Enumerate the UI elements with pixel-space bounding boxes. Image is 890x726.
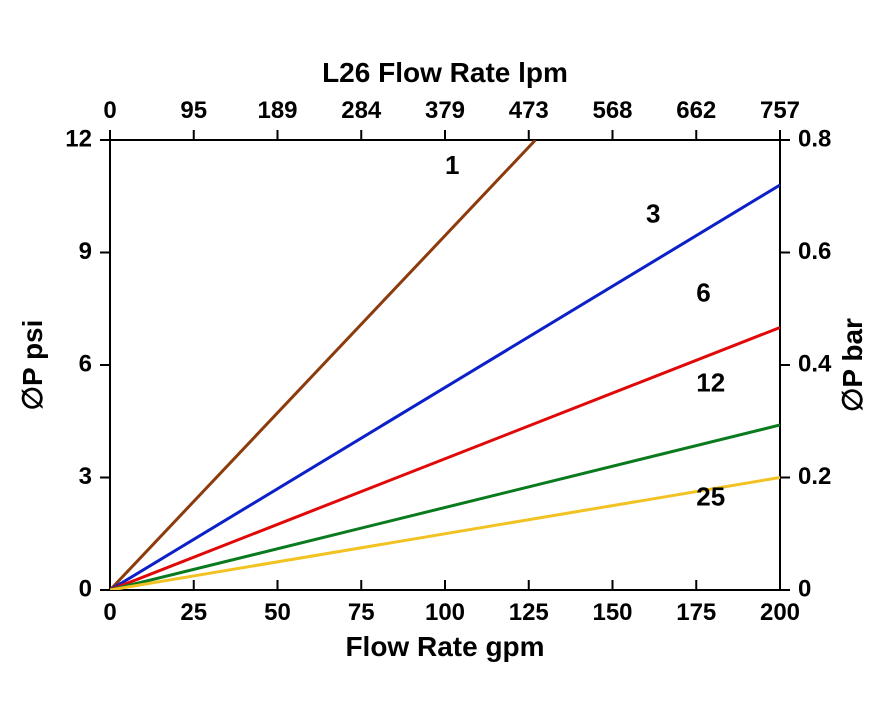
y-tick-label-left: 0: [79, 575, 92, 602]
series-label-12: 12: [696, 367, 725, 397]
series-label-1: 1: [445, 150, 459, 180]
y-tick-label-right: 0.4: [798, 350, 832, 377]
x-tick-label-top: 473: [509, 97, 549, 124]
series-label-6: 6: [696, 277, 710, 307]
x-tick-label-bottom: 150: [592, 599, 632, 626]
x-tick-label-top: 284: [341, 97, 382, 124]
y-tick-label-left: 3: [79, 463, 92, 490]
y-tick-label-right: 0.2: [798, 463, 831, 490]
x-tick-label-bottom: 25: [180, 599, 207, 626]
x-tick-label-bottom: 175: [676, 599, 716, 626]
x-tick-label-bottom: 50: [264, 599, 291, 626]
x-tick-label-top: 0: [103, 97, 116, 124]
x-tick-label-top: 568: [592, 97, 632, 124]
y-axis-title-left: ∅P psi: [17, 320, 48, 411]
x-tick-label-top: 757: [760, 97, 800, 124]
pressure-drop-chart: 0255075100125150175200095189284379473568…: [0, 0, 890, 726]
x-tick-label-top: 662: [676, 97, 716, 124]
y-tick-label-left: 12: [65, 125, 92, 152]
x-tick-label-top: 95: [180, 97, 207, 124]
series-label-25: 25: [696, 482, 725, 512]
x-tick-label-top: 189: [257, 97, 297, 124]
x-tick-label-bottom: 75: [348, 599, 375, 626]
y-axis-title-right: ∅P bar: [837, 318, 868, 412]
y-tick-label-right: 0.8: [798, 125, 831, 152]
x-tick-label-bottom: 125: [509, 599, 549, 626]
x-tick-label-bottom: 200: [760, 599, 800, 626]
y-tick-label-right: 0: [798, 575, 811, 602]
series-label-3: 3: [646, 199, 660, 229]
x-tick-label-top: 379: [425, 97, 465, 124]
x-tick-label-bottom: 100: [425, 599, 465, 626]
y-tick-label-left: 9: [79, 238, 92, 265]
x-axis-title-bottom: Flow Rate gpm: [345, 631, 544, 662]
x-axis-title-top: L26 Flow Rate lpm: [322, 57, 568, 88]
y-tick-label-right: 0.6: [798, 238, 831, 265]
x-tick-label-bottom: 0: [103, 599, 116, 626]
y-tick-label-left: 6: [79, 350, 92, 377]
